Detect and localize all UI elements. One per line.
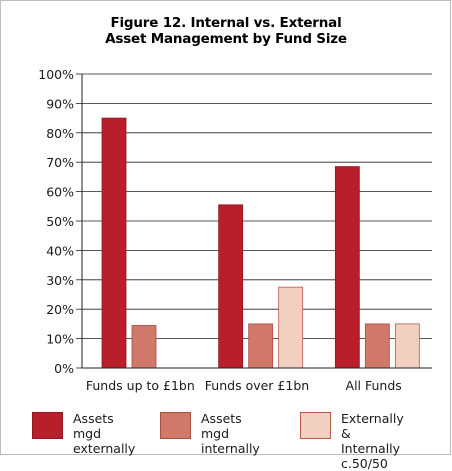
chart-frame (0, 0, 451, 455)
x-tick-label: Funds over £1bn (205, 378, 309, 393)
chart-subtitle: Asset Management by Fund Size (105, 31, 347, 47)
x-tick-label: Funds up to £1bn (86, 378, 195, 393)
y-tick-label: 70% (46, 155, 74, 170)
chart-title-block: Figure 12. Internal vs. External Asset M… (0, 15, 452, 47)
x-tick-label: All Funds (346, 378, 402, 393)
bar (394, 323, 420, 369)
y-tick-label: 50% (46, 214, 74, 229)
chart-legend: Assets mgd externally Assets mgd interna… (0, 404, 452, 471)
y-tick-label: 0% (54, 361, 74, 376)
bar (101, 117, 127, 369)
y-tick-label: 80% (46, 126, 74, 141)
bar (334, 166, 360, 369)
legend-swatch-mixed (300, 412, 331, 439)
bars (101, 117, 420, 369)
legend-swatch-internally (160, 412, 191, 439)
y-tick-labels: 0% 10% 20% 30% 40% 50% 60% 70% 80% 90% 100% (38, 67, 74, 376)
legend-label-externally: Assets mgd externally (73, 411, 136, 456)
y-tick-label: 90% (46, 96, 74, 111)
chart-title: Figure 12. Internal vs. External (110, 15, 342, 31)
bar (364, 323, 390, 369)
y-tick-label: 60% (46, 185, 74, 200)
y-tick-label: 20% (46, 302, 74, 317)
legend-swatch-externally (32, 412, 63, 439)
bar (248, 323, 274, 369)
bar-chart-plot: 0% 10% 20% 30% 40% 50% 60% 70% 80% 90% 100% Funds … (38, 67, 432, 393)
y-tick-label: 40% (46, 243, 74, 258)
legend-label-mixed: Externally & Internally c.50/50 (341, 411, 404, 471)
y-tick-label: 100% (38, 67, 74, 82)
gridlines (82, 73, 432, 340)
axes (76, 73, 432, 369)
legend-label-internally: Assets mgd internally (201, 411, 260, 456)
y-tick-label: 30% (46, 273, 74, 288)
y-tick-label: 10% (46, 332, 74, 347)
bar (218, 204, 244, 369)
bar (278, 286, 304, 369)
x-tick-labels: Funds up to £1bn Funds over £1bn All Funds (86, 378, 402, 393)
bar (131, 324, 157, 369)
